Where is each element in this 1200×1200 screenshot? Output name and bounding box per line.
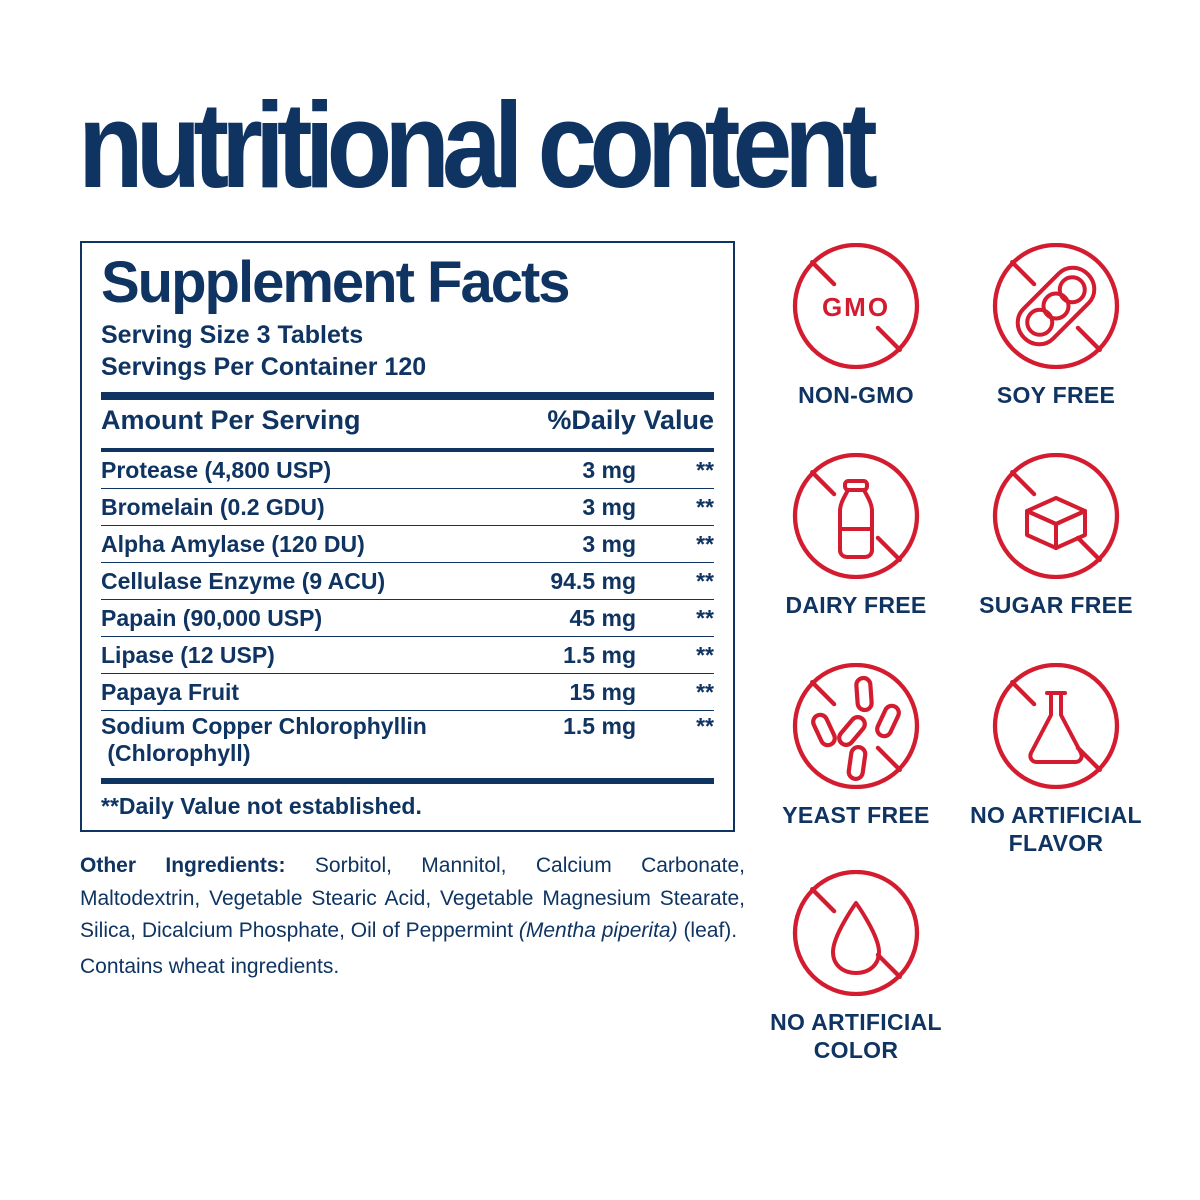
svg-text:GMO: GMO xyxy=(822,292,890,322)
